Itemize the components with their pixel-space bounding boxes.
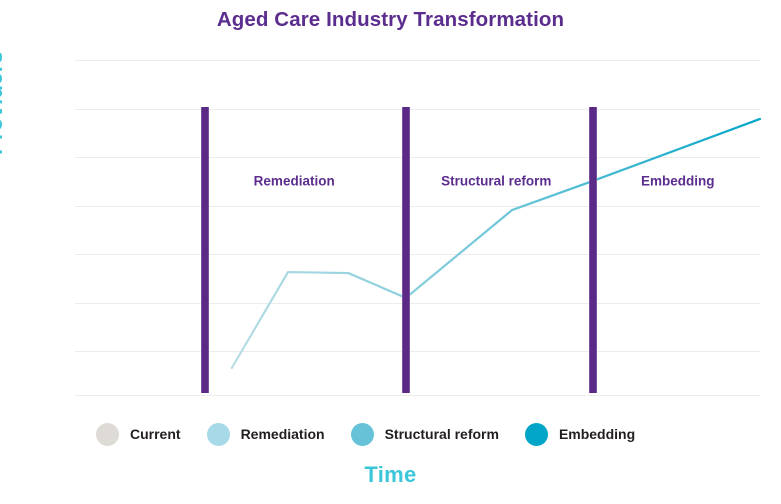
phase-label-remediation: Remediation <box>253 173 335 189</box>
legend-label: Structural reform <box>384 426 499 442</box>
plot-area: Remediation Structural reform Embedding <box>75 60 762 396</box>
chart-legend: Current Remediation Structural reform Embed… <box>96 415 696 453</box>
gridline <box>75 351 760 353</box>
phase-label-structural-reform: Structural reform <box>441 173 552 189</box>
phase-divider-2 <box>401 107 410 393</box>
phase-label-embedding: Embedding <box>641 173 715 189</box>
phase-divider-3 <box>588 107 597 393</box>
chart-title: Aged Care Industry Transformation <box>216 8 565 31</box>
legend-item-structural-reform[interactable]: Structural reform <box>350 422 499 446</box>
y-axis-label: Providers <box>0 50 7 155</box>
legend-label: Remediation <box>240 426 325 442</box>
gridline <box>75 254 760 256</box>
phase-divider-1 <box>201 107 210 393</box>
provider-trajectory-line <box>230 117 762 369</box>
legend-label: Current <box>130 426 181 442</box>
gridline <box>75 205 760 207</box>
legend-item-embedding[interactable]: Embedding <box>524 422 636 446</box>
gridline <box>75 157 760 159</box>
legend-item-remediation[interactable]: Remediation <box>206 422 325 446</box>
legend-swatch-icon <box>206 422 230 446</box>
x-axis-label: Time <box>364 462 417 487</box>
legend-label: Embedding <box>558 426 636 442</box>
gridline <box>75 302 760 304</box>
legend-swatch-icon <box>96 422 119 446</box>
gridline <box>75 395 760 396</box>
legend-swatch-icon <box>524 422 548 446</box>
gridline <box>75 108 760 110</box>
line-series-svg <box>230 117 762 369</box>
legend-item-current[interactable]: Current <box>96 422 181 446</box>
legend-swatch-icon <box>350 422 374 446</box>
gridline <box>75 60 760 61</box>
